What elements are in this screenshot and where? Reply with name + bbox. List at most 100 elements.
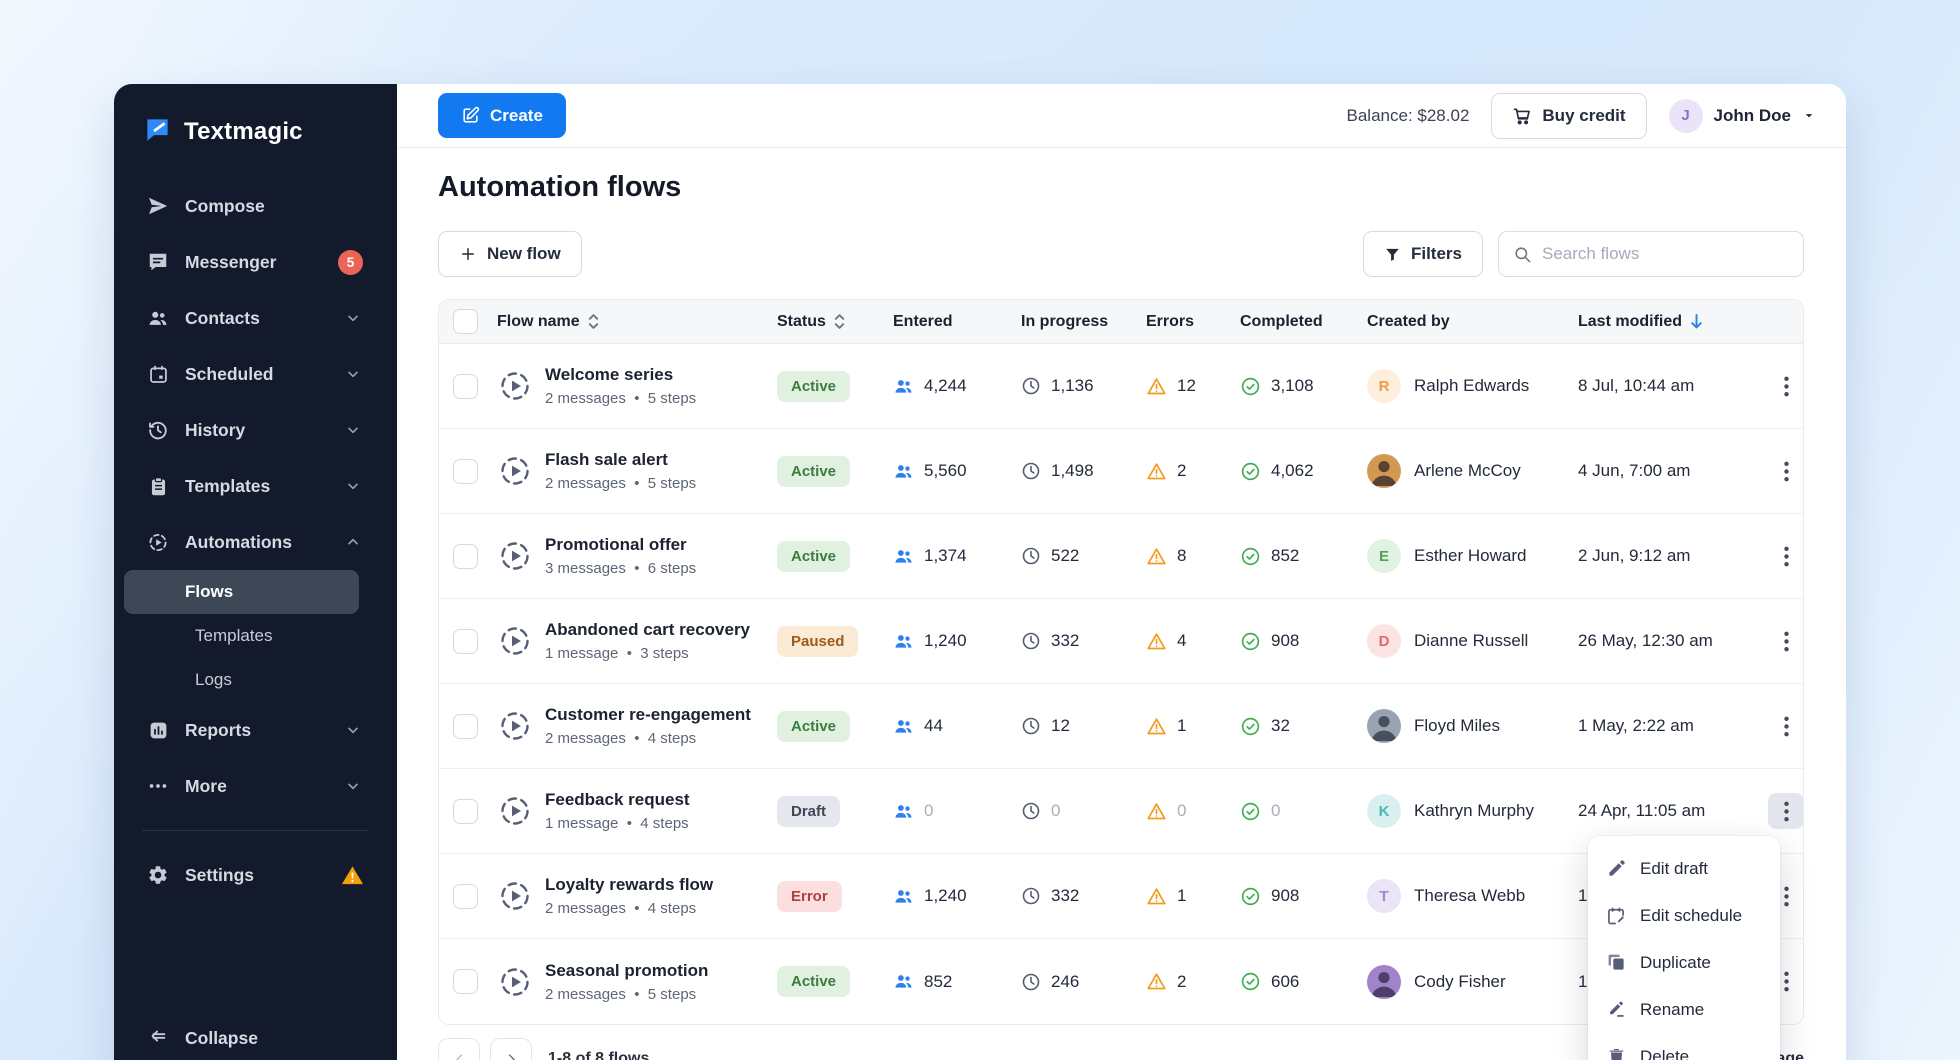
row-actions-button[interactable]	[1768, 964, 1803, 1000]
sidebar-item-compose[interactable]: Compose	[114, 178, 397, 234]
select-all-checkbox[interactable]	[453, 309, 478, 334]
last-modified-cell: 8 Jul, 10:44 am	[1578, 376, 1695, 395]
row-checkbox[interactable]	[453, 969, 478, 994]
avatar: E	[1367, 539, 1401, 573]
sidebar-collapse-button[interactable]: Collapse	[114, 1014, 397, 1060]
context-menu-item-rename[interactable]: Rename	[1588, 986, 1780, 1033]
row-actions-button[interactable]	[1768, 793, 1803, 829]
brand-logo[interactable]: Textmagic	[114, 84, 397, 148]
sidebar-subitem-logs[interactable]: Logs	[195, 670, 232, 689]
filters-button[interactable]: Filters	[1362, 231, 1483, 277]
send-icon	[147, 195, 169, 217]
last-modified-cell: 1 May, 2:22 am	[1578, 716, 1694, 735]
table-row[interactable]: Promotional offer 3 messages • 6 steps A…	[439, 514, 1803, 599]
warning-triangle-icon	[1146, 546, 1167, 567]
table-row[interactable]: Feedback request 1 message • 4 steps Dra…	[439, 769, 1803, 854]
row-actions-button[interactable]	[1768, 878, 1803, 914]
warning-triangle-icon	[1146, 716, 1167, 737]
header-completed[interactable]: Completed	[1240, 312, 1323, 330]
flow-icon	[497, 964, 533, 1000]
entered-cell: 1,374	[893, 546, 1021, 567]
flow-icon	[497, 793, 533, 829]
buy-credit-button[interactable]: Buy credit	[1491, 92, 1647, 139]
row-checkbox[interactable]	[453, 798, 478, 824]
header-status[interactable]: Status	[777, 313, 893, 331]
row-actions-button[interactable]	[1768, 623, 1803, 659]
header-in-progress[interactable]: In progress	[1021, 312, 1109, 330]
chat-icon	[147, 251, 169, 273]
row-actions-button[interactable]	[1768, 538, 1803, 574]
header-created-by[interactable]: Created by	[1367, 312, 1450, 330]
unread-count-badge: 5	[338, 249, 363, 275]
header-flow-name[interactable]: Flow name	[497, 313, 777, 331]
row-checkbox[interactable]	[453, 628, 478, 654]
completed-cell: 606	[1240, 971, 1367, 992]
sidebar-item-history[interactable]: History	[114, 402, 397, 458]
flow-icon	[497, 368, 533, 404]
table-row[interactable]: Abandoned cart recovery 1 message • 3 st…	[439, 599, 1803, 684]
entered-cell: 0	[893, 801, 1021, 822]
context-menu-item-edit-draft[interactable]: Edit draft	[1588, 845, 1780, 892]
sidebar-item-templates[interactable]: Templates	[114, 458, 397, 514]
row-checkbox[interactable]	[453, 458, 478, 484]
user-menu[interactable]: J John Doe	[1668, 98, 1816, 133]
avatar-photo	[1367, 964, 1401, 999]
sidebar-item-scheduled[interactable]: Scheduled	[114, 346, 397, 402]
completed-cell: 0	[1240, 801, 1367, 822]
in-progress-cell: 12	[1021, 716, 1146, 736]
context-menu-item-duplicate[interactable]: Duplicate	[1588, 939, 1780, 986]
prev-page-button[interactable]	[438, 1038, 480, 1060]
next-page-button[interactable]	[490, 1038, 532, 1060]
people-icon	[893, 971, 914, 992]
sidebar-item-settings[interactable]: Settings	[114, 847, 397, 903]
sidebar-item-label: History	[185, 419, 246, 440]
sidebar-item-contacts[interactable]: Contacts	[114, 290, 397, 346]
in-progress-cell: 0	[1021, 801, 1146, 821]
check-circle-icon	[1240, 886, 1261, 907]
status-badge: Active	[777, 710, 851, 742]
table-row[interactable]: Seasonal promotion 2 messages • 5 steps …	[439, 939, 1803, 1024]
completed-cell: 908	[1240, 886, 1367, 907]
page-title: Automation flows	[438, 171, 682, 203]
avatar: R	[1367, 369, 1401, 403]
created-by-cell: K Kathryn Murphy	[1367, 794, 1578, 828]
header-entered[interactable]: Entered	[893, 312, 953, 330]
sidebar-item-messenger[interactable]: Messenger 5	[114, 234, 397, 290]
row-checkbox[interactable]	[453, 883, 478, 909]
sidebar-item-automations[interactable]: Automations	[114, 514, 397, 570]
search-icon	[1513, 245, 1532, 264]
check-circle-icon	[1240, 971, 1261, 992]
pencil-line-icon	[1606, 1000, 1626, 1019]
row-checkbox[interactable]	[453, 373, 478, 399]
row-checkbox[interactable]	[453, 543, 478, 569]
sidebar-subitem-flows[interactable]: Flows	[124, 570, 359, 614]
table-row[interactable]: Welcome series 2 messages • 5 steps Acti…	[439, 344, 1803, 429]
create-button[interactable]: Create	[438, 93, 566, 138]
table-row[interactable]: Flash sale alert 2 messages • 5 steps Ac…	[439, 429, 1803, 514]
sidebar-subitem-templates[interactable]: Templates	[195, 626, 273, 645]
context-menu-item-edit-schedule[interactable]: Edit schedule	[1588, 892, 1780, 939]
sidebar-item-label: Settings	[185, 864, 255, 885]
search-input[interactable]	[1542, 244, 1789, 264]
row-actions-button[interactable]	[1768, 453, 1803, 489]
table-row[interactable]: Loyalty rewards flow 2 messages • 4 step…	[439, 854, 1803, 939]
entered-cell: 44	[893, 716, 1021, 737]
sidebar-item-more[interactable]: More	[114, 758, 397, 814]
table-row[interactable]: Customer re-engagement 2 messages • 4 st…	[439, 684, 1803, 769]
header-last-modified[interactable]: Last modified	[1578, 313, 1768, 331]
context-menu-label: Delete	[1640, 1046, 1690, 1060]
flow-name: Flash sale alert	[545, 450, 668, 469]
new-flow-button[interactable]: New flow	[438, 231, 582, 277]
entered-cell: 4,244	[893, 376, 1021, 397]
context-menu-item-delete[interactable]: Delete	[1588, 1033, 1780, 1060]
row-checkbox[interactable]	[453, 713, 478, 739]
buy-credit-label: Buy credit	[1542, 105, 1626, 125]
sidebar-item-reports[interactable]: Reports	[114, 702, 397, 758]
sidebar-item-label: More	[185, 775, 227, 796]
sidebar-nav: Compose Messenger 5 Contacts Scheduled Histor…	[114, 178, 397, 903]
people-icon	[893, 801, 914, 822]
row-actions-button[interactable]	[1768, 708, 1803, 744]
user-avatar: J	[1668, 98, 1703, 133]
header-errors[interactable]: Errors	[1146, 312, 1195, 330]
row-actions-button[interactable]	[1768, 368, 1803, 404]
